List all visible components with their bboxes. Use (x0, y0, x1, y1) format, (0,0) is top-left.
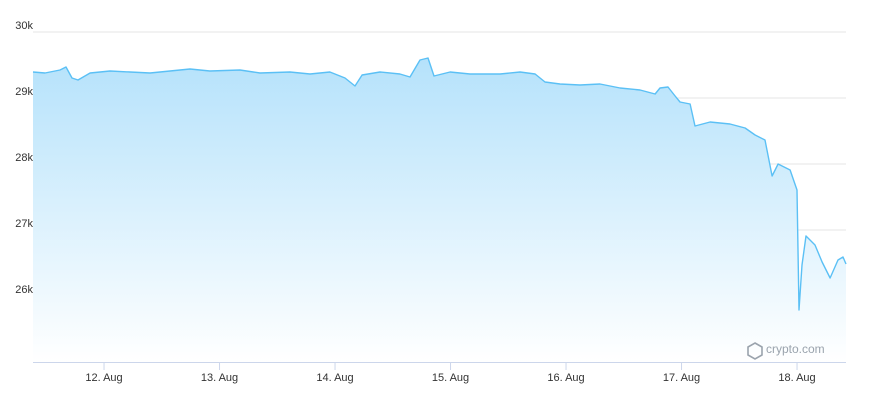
watermark: crypto.com (747, 342, 825, 360)
y-tick-label: 29k (15, 86, 33, 98)
x-tick-label: 16. Aug (547, 372, 584, 384)
y-tick-label: 28k (15, 152, 33, 164)
watermark-text: crypto.com (766, 342, 825, 356)
x-tick-label: 14. Aug (316, 372, 353, 384)
y-tick-label: 27k (15, 218, 33, 230)
x-tick-label: 17. Aug (663, 372, 700, 384)
line (32, 57, 847, 311)
y-tick-label: 30k (15, 20, 33, 32)
area (33, 58, 846, 362)
x-tick-label: 18. Aug (778, 372, 815, 384)
x-tick-label: 13. Aug (201, 372, 238, 384)
x-tick-label: 15. Aug (432, 372, 469, 384)
x-tick-label: 12. Aug (85, 372, 122, 384)
y-tick-label: 26k (15, 284, 33, 296)
